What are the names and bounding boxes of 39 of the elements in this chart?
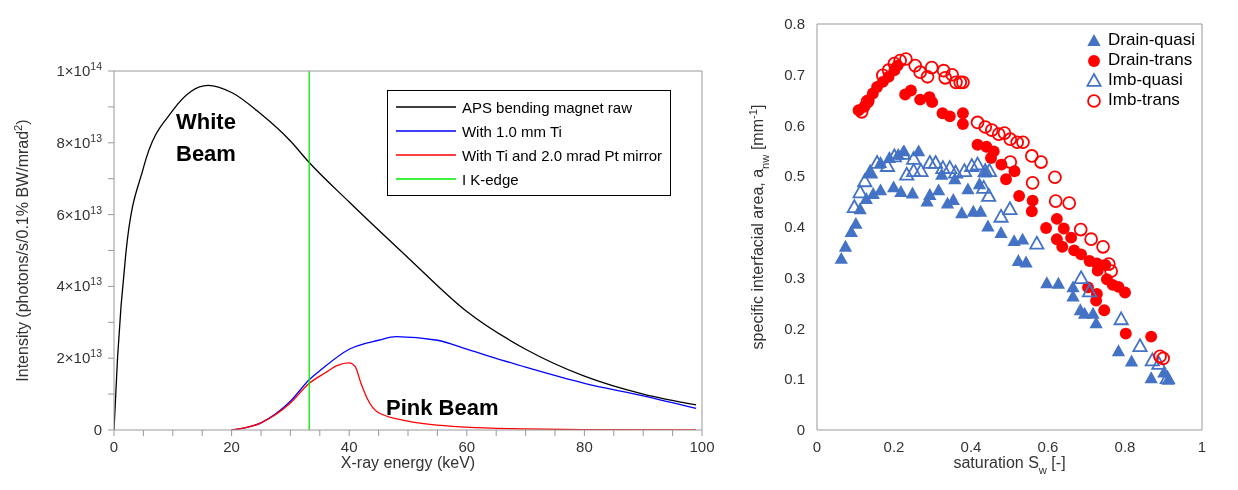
y-tick-label: 0.6 <box>784 116 805 134</box>
x-tick-label: 1 <box>1197 438 1207 455</box>
y-tick-label: 0 <box>93 421 102 438</box>
x-tick-label: 0.8 <box>1114 438 1136 455</box>
x-tick-label: 0.6 <box>1037 438 1059 455</box>
legend-label: Drain-trans <box>1108 50 1193 70</box>
legend-label: Imb-quasi <box>1108 70 1183 90</box>
x-tick-label: 20 <box>223 438 240 455</box>
y-tick-label: 0.5 <box>784 167 805 185</box>
x-tick-label: 0 <box>109 438 119 455</box>
x-tick-label: 80 <box>576 438 593 455</box>
y-tick-label: 0.1 <box>784 370 805 388</box>
y-tick-label: 0.2 <box>784 319 805 337</box>
y-tick-label: 0.3 <box>784 268 805 286</box>
legend-label: APS bending magnet raw <box>461 98 633 116</box>
y-tick-label: 0 <box>796 421 805 438</box>
y-tick-label: 2×10$^{13}$ <box>56 347 103 367</box>
x-tick-label: 0.2 <box>883 438 905 455</box>
y-tick-label: 8×10$^{13}$ <box>56 131 103 151</box>
legend-label: Imb-trans <box>1108 90 1180 110</box>
x-axis-title: X-ray energy (keV) <box>340 454 476 471</box>
y-tick-label: 6×10$^{13}$ <box>56 203 103 223</box>
y-tick-label: 4×10$^{13}$ <box>56 275 103 295</box>
annotation: Pink Beam <box>386 394 499 422</box>
x-tick-label: 60 <box>458 438 476 455</box>
legend-label: Drain-quasi <box>1108 30 1195 50</box>
annotation: White Beam <box>176 108 236 168</box>
y-tick-label: 0.4 <box>784 218 805 235</box>
legend-label: With 1.0 mm Ti <box>461 122 562 140</box>
x-tick-label: 0 <box>812 438 822 455</box>
x-tick-label: 0.4 <box>960 438 982 455</box>
x-tick-label: 40 <box>340 438 358 455</box>
legend-label: I K-edge <box>461 170 519 188</box>
x-axis-title: saturation S$_{w}$ [-] <box>953 454 1066 476</box>
y-tick-label: 0.8 <box>784 15 805 32</box>
y-tick-label: 0.7 <box>784 65 805 83</box>
legend-label: With Ti and 2.0 mrad Pt mirror <box>461 146 662 164</box>
y-tick-label: 1×10$^{14}$ <box>56 60 103 79</box>
x-tick-label: 100 <box>689 438 715 455</box>
